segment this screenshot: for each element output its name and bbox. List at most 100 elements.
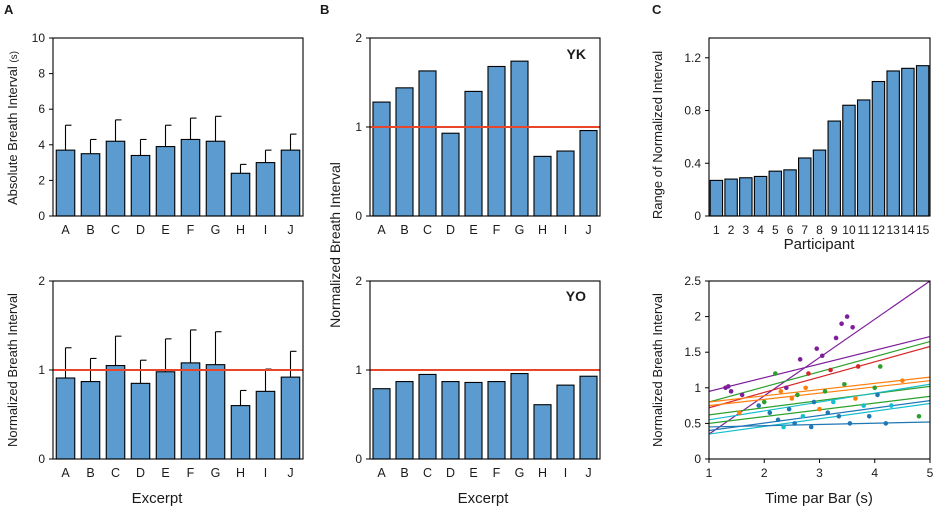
bar-F	[487, 381, 506, 460]
c-bottom-ylabel: Normalized Breath Interval	[650, 293, 665, 447]
data-point	[825, 410, 831, 416]
bar-I	[556, 150, 575, 217]
x-tick-label: 13	[886, 223, 900, 237]
bar-12	[871, 80, 886, 217]
y-tick-label: 1	[38, 363, 45, 377]
bar-15	[915, 65, 930, 217]
bar-G	[510, 60, 529, 217]
a-bottom-ylabel: Normalized Breath Interval	[5, 293, 20, 447]
data-point	[883, 421, 889, 426]
bar-8	[812, 149, 827, 217]
chart-c-scatter: 0 0.5 1 1.5 2 2.5 1 2 3 4 5	[684, 274, 933, 480]
fit-line	[709, 383, 930, 421]
b-xlabel: Excerpt	[458, 490, 510, 507]
bar-H	[533, 155, 552, 217]
bar-E	[155, 146, 176, 217]
x-tick-label: 8	[816, 223, 823, 237]
bar-C	[105, 140, 126, 217]
bar-A	[372, 388, 391, 460]
data-point	[916, 413, 922, 419]
x-tick-label: E	[161, 223, 169, 237]
panel-letter-c: C	[652, 2, 662, 17]
plot-frame	[52, 280, 304, 460]
bar-H	[230, 405, 251, 460]
data-point	[861, 403, 866, 408]
data-point	[811, 399, 817, 405]
x-tick-label: H	[538, 223, 547, 237]
y-tick-label: 0.8	[684, 104, 701, 118]
y-tick-label: 0	[38, 209, 45, 223]
x-tick-label: J	[585, 223, 591, 237]
x-tick-label: I	[264, 223, 267, 237]
data-point	[806, 371, 811, 376]
x-tick-label: E	[161, 466, 169, 480]
a-top-ylabel: Absolute Breath Interval (s)	[5, 51, 20, 205]
x-tick-label: 7	[801, 223, 808, 237]
panel-letter-b: B	[320, 2, 329, 17]
x-tick-label: I	[564, 466, 567, 480]
bar-D	[130, 154, 151, 217]
bar-C	[105, 364, 126, 460]
x-tick-label: 1	[706, 466, 713, 480]
x-tick-label: 15	[916, 223, 930, 237]
data-point	[786, 406, 792, 412]
b-ylabel: Normalized Breath Interval	[327, 162, 343, 328]
data-point	[889, 403, 894, 408]
data-point	[847, 421, 853, 426]
y-tick-label: 2.5	[684, 274, 701, 288]
x-tick-label: F	[493, 466, 501, 480]
x-tick-label: E	[469, 466, 477, 480]
plot-frame	[708, 37, 931, 217]
y-tick-label: 0	[355, 452, 362, 466]
x-tick-label: G	[211, 223, 221, 237]
data-point	[784, 385, 789, 391]
fit-line	[709, 380, 930, 407]
bar-3	[739, 177, 753, 217]
chart-a-absolute-interval: 0 2 4 6 8 10 A B C D E F G H I J	[32, 31, 304, 237]
data-point	[803, 385, 808, 391]
x-tick-label: 1	[713, 223, 720, 237]
plot-frame	[369, 280, 601, 460]
data-point	[839, 321, 844, 327]
y-tick-label: 0	[694, 452, 701, 466]
bar-14	[901, 67, 915, 217]
x-tick-label: B	[86, 223, 94, 237]
bar-F	[487, 65, 506, 217]
data-point	[877, 364, 883, 369]
data-point	[739, 392, 745, 398]
y-tick-label: 0.5	[684, 416, 701, 430]
y-tick-label: 10	[32, 31, 46, 45]
x-tick-label: 4	[871, 466, 878, 480]
data-point	[781, 424, 786, 430]
bar-F	[180, 362, 201, 460]
data-point	[819, 353, 825, 359]
x-tick-label: 2	[728, 223, 735, 237]
data-point	[866, 413, 872, 419]
y-tick-label: 0	[355, 209, 362, 223]
x-tick-label: 2	[761, 466, 768, 480]
fit-line	[709, 340, 930, 403]
bar-4	[753, 175, 768, 217]
x-tick-label: C	[111, 466, 120, 480]
x-tick-label: 3	[816, 466, 823, 480]
y-tick-label: 0	[38, 452, 45, 466]
data-point	[831, 399, 836, 405]
y-tick-label: 1.5	[684, 345, 701, 359]
x-tick-label: C	[423, 466, 432, 480]
y-tick-label: 8	[38, 67, 45, 81]
bar-11	[856, 99, 871, 217]
y-tick-label: 2	[38, 274, 45, 288]
x-tick-label: A	[61, 223, 70, 237]
x-tick-label: I	[264, 466, 267, 480]
data-point	[853, 396, 858, 401]
bar-H	[533, 404, 552, 460]
x-tick-label: J	[287, 466, 293, 480]
bar-10	[842, 104, 856, 217]
data-point	[773, 371, 778, 376]
bar-J	[280, 376, 301, 460]
data-point	[855, 364, 861, 369]
x-tick-label: A	[377, 466, 386, 480]
x-tick-label: D	[446, 223, 455, 237]
bar-J	[579, 130, 598, 217]
